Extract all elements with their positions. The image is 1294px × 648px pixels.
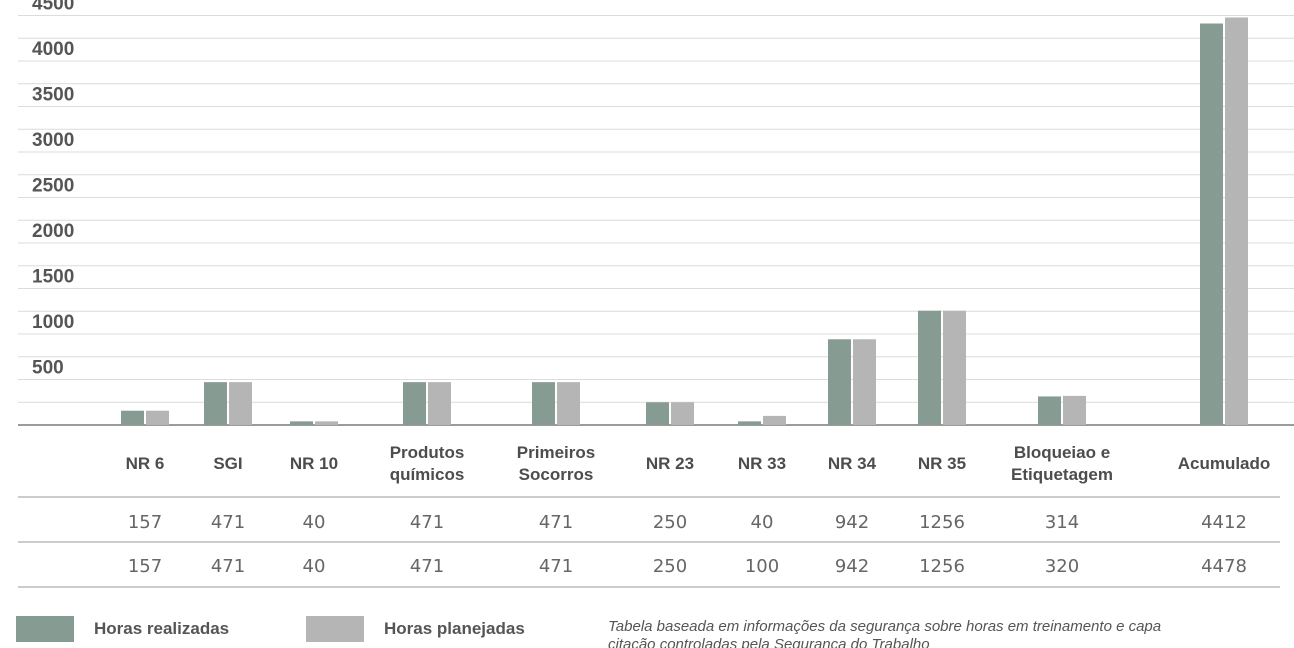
legend-swatch-realizadas (16, 616, 74, 642)
bar-realizadas (828, 339, 851, 425)
bar-planejadas (146, 410, 169, 425)
table-value-planejadas: 157 (128, 556, 162, 577)
x-category-label: SGI (213, 454, 242, 473)
legend-item-planejadas: Horas planejadas (306, 616, 525, 642)
table-value-planejadas: 250 (653, 556, 687, 577)
y-tick-label: 1500 (32, 267, 74, 288)
table-value-realizadas: 4412 (1201, 512, 1247, 533)
bar-realizadas (1038, 396, 1061, 425)
bar-realizadas (918, 310, 941, 425)
table-value-realizadas: 471 (211, 512, 245, 533)
bar-planejadas (229, 382, 252, 425)
table-value-planejadas: 471 (539, 556, 573, 577)
y-tick-label: 4500 (32, 0, 74, 15)
x-category-label: NR 6 (126, 454, 165, 473)
legend-swatch-planejadas (306, 616, 364, 642)
footnote-line-2: citação controladas pela Segurança do Tr… (608, 636, 930, 648)
bar-planejadas (1225, 17, 1248, 425)
table-value-realizadas: 250 (653, 512, 687, 533)
x-category-label: Acumulado (1178, 454, 1271, 473)
bar-realizadas (121, 410, 144, 425)
x-category-label-line: químicos (390, 465, 465, 484)
table-value-realizadas: 40 (751, 512, 774, 533)
x-category-label-line: Socorros (519, 465, 594, 484)
legend-item-realizadas: Horas realizadas (16, 616, 229, 642)
table-value-realizadas: 40 (303, 512, 326, 533)
bar-planejadas (763, 415, 786, 425)
x-category-label: Primeiros Socorros (517, 443, 595, 484)
bar-planejadas (557, 382, 580, 425)
table-value-planejadas: 1256 (919, 556, 965, 577)
table-value-realizadas: 314 (1045, 512, 1079, 533)
table-value-planejadas: 942 (835, 556, 869, 577)
bar-realizadas (403, 382, 426, 425)
y-tick-label: 4000 (32, 39, 74, 60)
bar-realizadas (532, 382, 555, 425)
bar-planejadas (671, 402, 694, 425)
y-tick-label: 500 (32, 358, 64, 379)
bar-realizadas (204, 382, 227, 425)
bar-realizadas (646, 402, 669, 425)
table-value-planejadas: 471 (211, 556, 245, 577)
footnote: Tabela baseada em informações da seguran… (608, 618, 1294, 648)
table-value-realizadas: 471 (410, 512, 444, 533)
legend-label-planejadas: Horas planejadas (384, 619, 525, 638)
x-category-label: NR 10 (290, 454, 338, 473)
x-category-label-line: Etiquetagem (1011, 465, 1113, 484)
x-category-label: NR 35 (918, 454, 966, 473)
bar-planejadas (853, 339, 876, 425)
bar-realizadas (1200, 23, 1223, 426)
y-tick-label: 1000 (32, 312, 74, 333)
table-value-planejadas: 40 (303, 556, 326, 577)
y-tick-label: 3000 (32, 130, 74, 151)
table-value-realizadas: 157 (128, 512, 162, 533)
y-tick-label: 2500 (32, 176, 74, 197)
table-value-planejadas: 471 (410, 556, 444, 577)
x-category-label: NR 34 (828, 454, 877, 473)
x-category-label-line: Bloqueiao e (1014, 443, 1110, 462)
table-value-realizadas: 942 (835, 512, 869, 533)
bar-realizadas (290, 421, 313, 425)
x-category-label: NR 33 (738, 454, 786, 473)
bar-chart: 500 1000 1500 2000 2500 3000 3500 4000 4500 NR 6 1… (18, 0, 1294, 588)
x-category-label-line: Primeiros (517, 443, 595, 462)
legend-label-realizadas: Horas realizadas (94, 619, 230, 638)
bar-planejadas (943, 310, 966, 425)
footnote-line-1: Tabela baseada em informações da seguran… (608, 618, 1162, 635)
table-value-planejadas: 4478 (1201, 556, 1247, 577)
bar-planejadas (1063, 395, 1086, 425)
x-category-label: Bloqueiao e Etiquetagem (1011, 443, 1113, 484)
x-category-label: Produtos químicos (390, 443, 465, 484)
bar-realizadas (738, 421, 761, 425)
x-category-label: NR 23 (646, 454, 694, 473)
table-value-realizadas: 471 (539, 512, 573, 533)
x-category-label-line: Produtos (390, 443, 465, 462)
table-value-planejadas: 320 (1045, 556, 1079, 577)
bar-planejadas (315, 421, 338, 425)
table-value-planejadas: 100 (745, 556, 779, 577)
y-tick-label: 3500 (32, 85, 74, 106)
y-tick-label: 2000 (32, 221, 74, 242)
bar-planejadas (428, 382, 451, 425)
table-value-realizadas: 1256 (919, 512, 965, 533)
